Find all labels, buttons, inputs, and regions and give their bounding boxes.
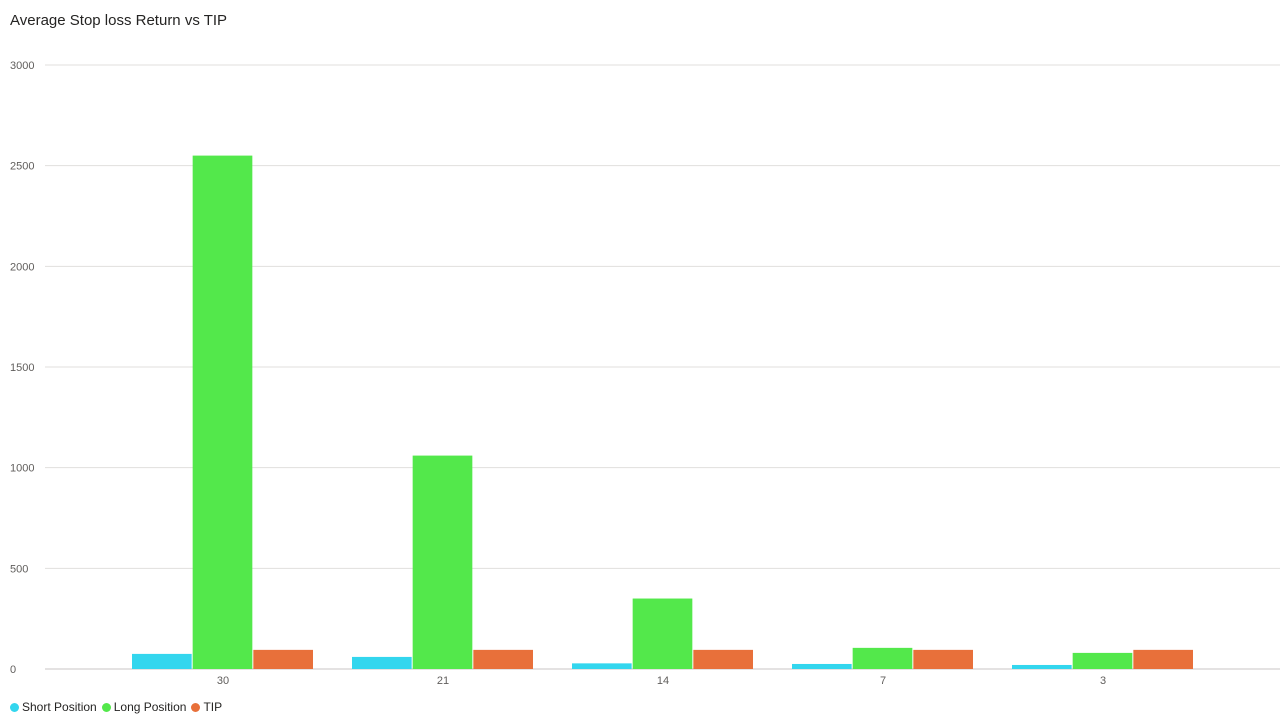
legend-swatch-short-position: [10, 702, 19, 712]
legend-label-tip: TIP: [203, 700, 223, 714]
bar-tip-30[interactable]: [253, 649, 313, 669]
bar-long-position-3[interactable]: [1072, 652, 1133, 669]
bar-short-position-30[interactable]: [132, 653, 192, 669]
bar-short-position-3[interactable]: [1012, 664, 1072, 669]
legend-item-tip[interactable]: TIP: [191, 700, 222, 714]
y-tick-label-0: 0: [10, 664, 16, 676]
legend-swatch-long-position: [101, 702, 111, 712]
x-tick-label-21: 21: [437, 675, 449, 687]
x-tick-label-7: 7: [880, 675, 886, 687]
bar-tip-14[interactable]: [693, 649, 753, 669]
legend-label-short-position: Short Position: [22, 700, 97, 714]
y-tick-label-2000: 2000: [10, 261, 34, 273]
bar-tip-3[interactable]: [1133, 649, 1193, 669]
bar-long-position-14[interactable]: [632, 598, 693, 669]
chart-title: Average Stop loss Return vs TIP: [10, 12, 228, 29]
y-tick-label-2500: 2500: [10, 161, 34, 173]
bar-long-position-7[interactable]: [852, 647, 913, 669]
y-tick-label-1500: 1500: [10, 362, 34, 374]
bar-short-position-7[interactable]: [792, 663, 852, 669]
legend-label-long-position: Long Position: [113, 700, 187, 714]
bar-tip-21[interactable]: [473, 649, 533, 669]
y-tick-label-1000: 1000: [10, 463, 34, 475]
legend-swatch-tip: [191, 702, 201, 712]
bar-long-position-21[interactable]: [412, 455, 473, 669]
bar-short-position-21[interactable]: [352, 656, 412, 669]
x-tick-label-14: 14: [657, 675, 669, 687]
bar-tip-7[interactable]: [913, 649, 973, 669]
legend-item-short-position[interactable]: Short Position: [10, 700, 97, 714]
legend-item-long-position[interactable]: Long Position: [101, 700, 187, 714]
x-tick-label-30: 30: [217, 675, 229, 687]
x-tick-label-3: 3: [1100, 675, 1106, 687]
y-tick-label-500: 500: [10, 563, 28, 575]
y-tick-label-3000: 3000: [10, 60, 34, 72]
legend: Short Position Long Position TIP: [10, 700, 227, 714]
bar-short-position-14[interactable]: [572, 663, 632, 669]
bar-long-position-30[interactable]: [192, 155, 253, 670]
